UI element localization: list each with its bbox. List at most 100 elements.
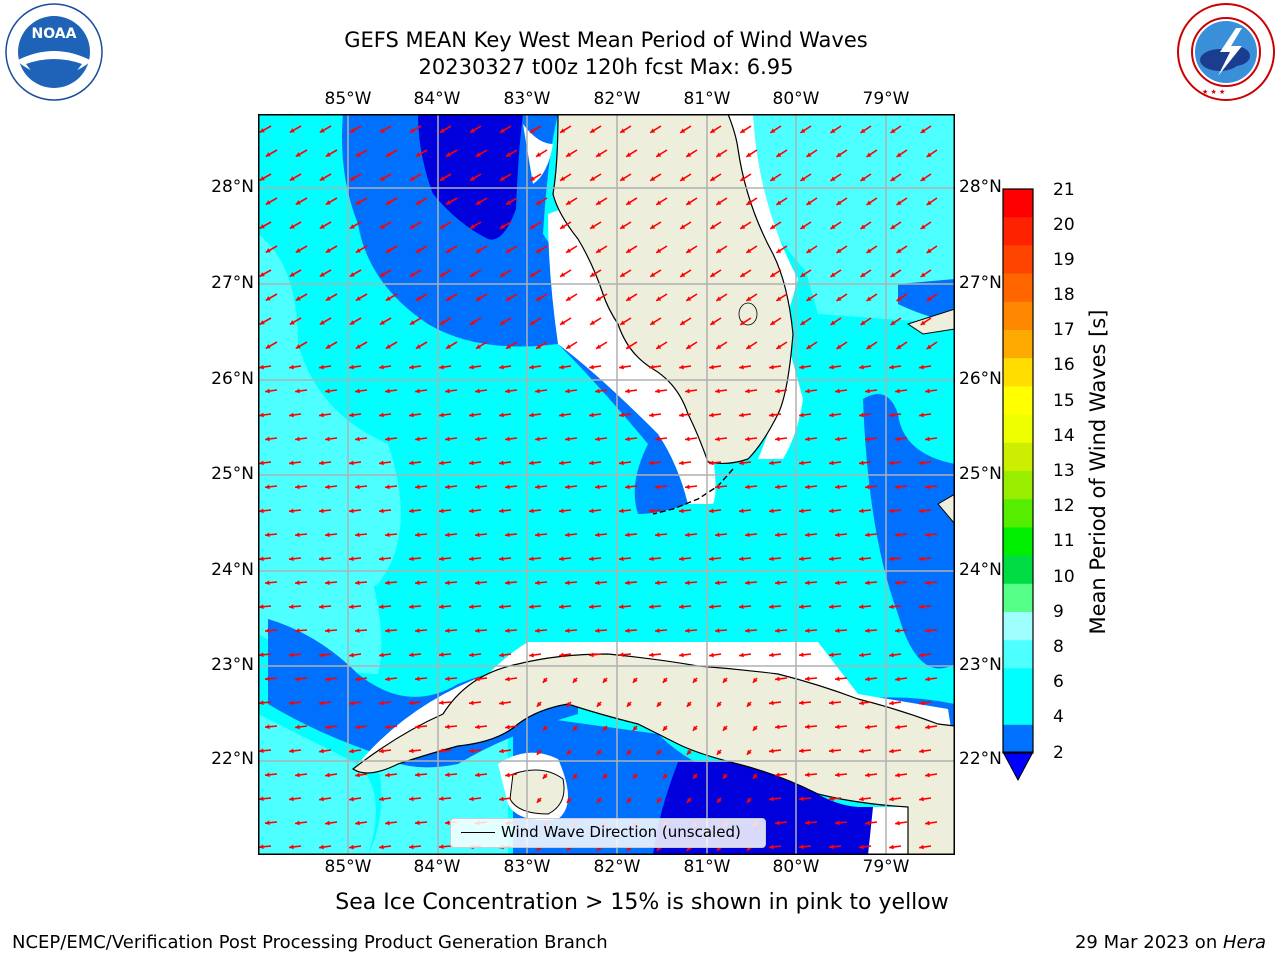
wind-wave-arrowhead — [529, 460, 534, 466]
wind-wave-arrowhead — [506, 200, 512, 205]
wind-wave-arrowhead — [409, 224, 415, 229]
wind-wave-arrowhead — [475, 200, 481, 205]
colorbar-bin — [1003, 555, 1033, 585]
wind-wave-arrowhead — [800, 128, 806, 133]
wind-wave-arrowhead — [722, 677, 728, 683]
wind-wave-arrowhead — [685, 388, 690, 394]
wind-wave-arrowhead — [289, 508, 294, 514]
wind-wave-arrowhead — [859, 652, 864, 658]
colorbar-bin — [1003, 358, 1033, 387]
colorbar-bin — [1003, 668, 1033, 698]
wind-wave-arrowhead — [259, 272, 265, 277]
wind-wave-arrowhead — [560, 128, 566, 133]
wind-wave-arrowhead — [355, 248, 361, 253]
wind-wave-arrowhead — [649, 652, 654, 658]
wind-wave-arrowhead — [536, 200, 542, 205]
wind-wave-arrowhead — [445, 200, 451, 205]
wind-wave-arrowhead — [559, 508, 564, 514]
wind-wave-arrowhead — [709, 508, 714, 514]
wind-wave-arrowhead — [626, 344, 632, 349]
wind-wave-arrowhead — [415, 676, 420, 682]
wind-wave-arrowhead — [439, 320, 445, 325]
wind-wave-arrowhead — [289, 844, 294, 850]
wind-wave-arrowhead — [859, 556, 864, 562]
wind-wave-arrowhead — [355, 152, 361, 157]
wind-wave-arrowhead — [295, 388, 300, 394]
wind-wave-arrowhead — [715, 580, 720, 586]
wind-wave-arrowhead — [625, 436, 630, 442]
lon-label-top: 80°W — [772, 89, 820, 109]
wind-wave-arrowhead — [835, 628, 840, 634]
colorbar-under-arrow — [1002, 751, 1034, 782]
wind-wave-arrowhead — [595, 484, 600, 490]
wind-wave-arrowhead — [835, 484, 840, 490]
wind-wave-arrowhead — [295, 820, 300, 826]
wind-wave-arrowhead — [542, 725, 548, 731]
wind-wave-arrowhead — [752, 773, 758, 779]
lat-label-right: 26°N — [959, 369, 1002, 389]
wind-wave-arrowhead — [775, 724, 780, 730]
wind-wave-arrowhead — [745, 532, 750, 538]
colorbar-bin — [1003, 189, 1033, 218]
wind-wave-arrowhead — [919, 844, 924, 850]
wind-wave-arrowhead — [685, 628, 690, 634]
wind-wave-arrowhead — [920, 272, 926, 277]
wind-wave-arrowhead — [439, 748, 444, 754]
wind-wave-arrowhead — [409, 320, 415, 325]
wind-wave-arrowhead — [295, 772, 300, 778]
wind-wave-arrowhead — [770, 320, 776, 325]
wind-wave-arrowhead — [325, 532, 330, 538]
map-frame — [258, 114, 955, 855]
wind-wave-arrowhead — [505, 436, 510, 442]
wind-wave-arrowhead — [865, 436, 870, 442]
wind-wave-arrowhead — [739, 604, 744, 610]
wind-wave-arrowhead — [505, 724, 510, 730]
wind-wave-arrowhead — [572, 773, 578, 779]
wind-wave-arrowhead — [325, 200, 331, 205]
wind-wave-arrowhead — [530, 272, 536, 277]
wind-wave-arrowhead — [529, 364, 534, 370]
wind-wave-arrowhead — [505, 532, 510, 538]
colorbar-bin — [1003, 724, 1033, 754]
wind-wave-arrowhead — [656, 296, 662, 301]
wind-wave-arrowhead — [745, 580, 750, 586]
wind-wave-arrowhead — [355, 200, 361, 205]
wind-wave-arrowhead — [655, 532, 660, 538]
lon-label-bottom: 85°W — [324, 857, 372, 877]
wind-wave-arrowhead — [475, 344, 481, 349]
colorbar-tick: 13 — [1053, 461, 1075, 481]
wind-wave-arrowhead — [499, 796, 504, 802]
wind-wave-arrowhead — [829, 700, 834, 706]
wind-wave-arrowhead — [740, 272, 746, 277]
wind-wave-arrowhead — [626, 797, 632, 803]
wind-wave-arrowhead — [830, 320, 836, 325]
wind-wave-arrowhead — [295, 580, 300, 586]
wind-wave-arrowhead — [385, 388, 390, 394]
wind-wave-arrowhead — [355, 580, 360, 586]
wind-wave-arrowhead — [565, 628, 570, 634]
wind-wave-arrowhead — [319, 460, 324, 466]
wind-wave-arrowhead — [439, 844, 444, 850]
wind-wave-arrowhead — [775, 388, 780, 394]
wind-wave-arrowhead — [865, 724, 870, 730]
wind-wave-arrowhead — [560, 320, 566, 325]
wind-wave-arrowhead — [409, 508, 414, 514]
wind-wave-arrowhead — [800, 320, 806, 325]
wind-wave-arrowhead — [559, 460, 564, 466]
wind-wave-arrowhead — [355, 344, 361, 349]
wind-wave-arrowhead — [769, 508, 774, 514]
wind-wave-arrowhead — [895, 484, 900, 490]
wind-wave-arrowhead — [799, 652, 804, 658]
wind-wave-arrowhead — [536, 701, 542, 707]
wind-wave-arrowhead — [686, 701, 692, 707]
wind-wave-arrowhead — [859, 508, 864, 514]
wind-wave-arrowhead — [806, 200, 812, 205]
wind-wave-arrowhead — [325, 152, 331, 157]
wind-wave-arrowhead — [829, 508, 834, 514]
wind-wave-arrowhead — [349, 176, 355, 181]
wind-wave-arrowhead — [662, 677, 668, 683]
wind-wave-arrowhead — [655, 484, 660, 490]
wind-wave-arrowhead — [775, 820, 780, 826]
wind-wave-arrowhead — [566, 749, 572, 755]
lon-label-top: 85°W — [324, 89, 372, 109]
